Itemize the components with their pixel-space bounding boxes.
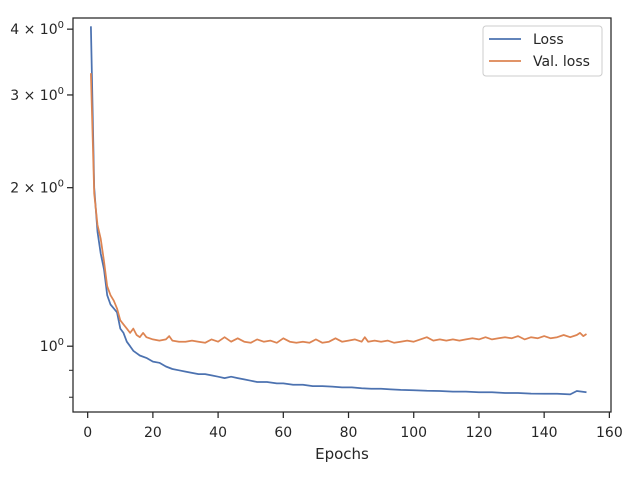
y-tick-label: 100	[40, 337, 64, 355]
x-tick-label: 0	[83, 425, 92, 441]
x-tick-label: 60	[274, 425, 292, 441]
x-tick-label: 140	[531, 425, 558, 441]
x-tick-label: 160	[596, 425, 623, 441]
legend-label-loss: Loss	[533, 32, 564, 48]
x-tick-label: 40	[209, 425, 227, 441]
plot-area-frame	[72, 17, 612, 413]
x-axis-ticks: 0 20 40 60 80 100 120 140 160	[83, 412, 623, 441]
y-tick-label: 2 × 100	[10, 179, 64, 197]
y-axis-ticks: 4 × 100 3 × 100 2 × 100 100	[10, 20, 73, 398]
x-tick-label: 80	[340, 425, 358, 441]
x-tick-label: 100	[400, 425, 427, 441]
series-line-val-loss	[90, 73, 587, 344]
legend: Loss Val. loss	[482, 25, 603, 77]
series-layer	[90, 26, 587, 396]
legend-label-val-loss: Val. loss	[533, 54, 590, 70]
x-axis-label: Epochs	[315, 445, 369, 463]
y-tick-label: 4 × 100	[10, 20, 64, 38]
x-tick-label: 120	[466, 425, 493, 441]
x-tick-label: 20	[144, 425, 162, 441]
y-tick-label: 3 × 100	[10, 86, 64, 104]
series-line-loss	[90, 26, 587, 396]
